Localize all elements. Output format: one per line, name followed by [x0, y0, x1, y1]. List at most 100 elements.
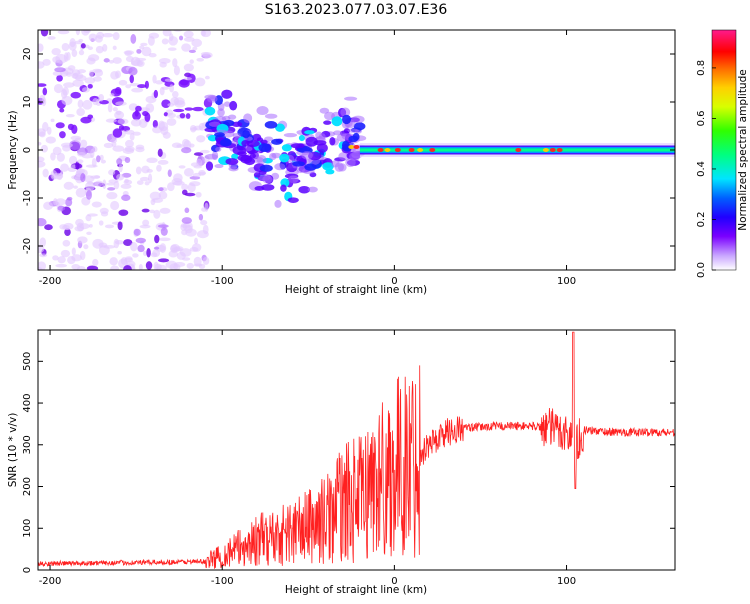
spectrogram-noise-blob [123, 179, 133, 185]
snr-x-tick-label: 0 [391, 576, 397, 587]
carrier-hotspot [417, 148, 424, 152]
spectrogram-noise-blob [75, 161, 80, 170]
carrier-hotspot [556, 148, 563, 152]
spectrogram-noise-blob [170, 97, 180, 106]
spectrogram-noise-blob [98, 220, 104, 226]
spectrogram-echo-blob [281, 144, 292, 152]
spectrogram-noise-blob [40, 144, 48, 153]
spectrogram-noise-blob [158, 187, 164, 192]
spectrogram-noise-blob [135, 237, 146, 244]
spectrogram-noise-blob [136, 60, 145, 67]
spectrogram-noise-blob [76, 108, 85, 116]
spectrogram-noise-blob [106, 182, 115, 186]
spectrogram-noise-blob [193, 165, 203, 169]
spectrogram-noise-blob [129, 74, 134, 84]
spectrogram-noise-blob [42, 58, 51, 66]
spectrogram-noise-blob [167, 112, 177, 119]
spectrogram-noise-blob [38, 43, 44, 53]
spectrogram-echo-blob [283, 133, 298, 138]
spectrogram-noise-blob [125, 84, 132, 89]
spectrogram-noise-blob [80, 172, 86, 183]
spectrogram-noise-blob [135, 105, 142, 112]
spectrogram-y-ticks: -20 -10 0 10 20 [22, 48, 675, 254]
spectrogram-echo-blob [296, 164, 306, 174]
spectrogram-noise-blob [59, 131, 66, 139]
spectrogram-x-tick-label: -100 [211, 276, 234, 287]
spectrogram-noise-blob [60, 249, 71, 258]
spectrogram-noise-blob [84, 44, 90, 49]
spectrogram-noise-blob [139, 224, 151, 229]
spectrogram-noise-blob [141, 208, 150, 213]
spectrogram-noise-blob [115, 110, 122, 116]
spectrogram-noise-blob [136, 48, 142, 54]
spectrogram-noise-blob [94, 35, 103, 43]
snr-background [38, 330, 675, 570]
spectrogram-echo-blob [207, 134, 218, 142]
spectrogram-echo-blob [262, 175, 273, 184]
carrier-hotspot [549, 148, 556, 152]
spectrogram-x-ticks: -200 -100 0 100 [39, 30, 576, 287]
spectrogram-noise-blob [181, 147, 192, 154]
spectrogram-noise-blob [135, 166, 142, 175]
spectrogram-y-tick-label: -10 [22, 190, 33, 206]
spectrogram-echo-blob [319, 107, 330, 114]
spectrogram-noise-blob [202, 52, 213, 59]
spectrogram-noise-blob [123, 239, 133, 247]
snr-y-tick-label: 200 [22, 477, 33, 496]
spectrogram-noise-blob [76, 159, 84, 164]
spectrogram-echo-blob [258, 143, 272, 153]
spectrogram-noise-blob [154, 263, 162, 270]
spectrogram-noise-blob [91, 201, 102, 208]
spectrogram-noise-blob [173, 65, 180, 76]
spectrogram-echo-blob [290, 143, 305, 149]
spectrogram-echo-blob [345, 158, 356, 168]
spectrogram-noise-blob [147, 173, 153, 184]
spectrogram-noise-blob [38, 83, 47, 87]
spectrogram-noise-blob [191, 243, 202, 252]
spectrogram-noise-blob [185, 113, 191, 119]
spectrogram-echo-blob [256, 155, 267, 165]
spectrogram-noise-blob [38, 156, 45, 162]
spectrogram-noise-blob [154, 234, 160, 244]
spectrogram-echo-blob [274, 163, 286, 171]
spectrogram-noise-blob [192, 46, 198, 51]
spectrogram-echo-blob [352, 132, 360, 141]
spectrogram-noise-blob [55, 122, 65, 129]
spectrogram-noise-blob [75, 30, 81, 36]
spectrogram-echo-blob [307, 186, 318, 193]
colorbar-tick-label: 0.8 [696, 60, 707, 76]
spectrogram-noise-blob [172, 58, 178, 68]
spectrogram-noise-blob [129, 82, 140, 87]
spectrogram-echo-blob [256, 106, 269, 116]
spectrogram-noise-blob [105, 118, 117, 123]
spectrogram-noise-blob [157, 148, 163, 158]
spectrogram-noise-blob [68, 41, 77, 51]
spectrogram-echo-blob [305, 136, 318, 147]
spectrogram-noise-blob [118, 79, 128, 86]
spectrogram-noise-blob [159, 86, 165, 96]
spectrogram-noise-blob [200, 149, 210, 154]
spectrogram-noise-blob [135, 57, 147, 62]
spectrogram-noise-blob [103, 58, 110, 63]
spectrogram-noise-blob [98, 93, 105, 102]
spectrogram-noise-blob [73, 185, 78, 189]
spectrogram-noise-blob [62, 86, 69, 96]
spectrogram-noise-blob [169, 84, 175, 93]
spectrogram-noise-blob [171, 90, 179, 98]
spectrogram-echo-blob [353, 122, 366, 131]
spectrogram-noise-blob [106, 191, 118, 200]
spectrogram-noise-blob [112, 45, 117, 51]
spectrogram-noise-blob [63, 181, 74, 190]
spectrogram-echo-blob [264, 121, 278, 129]
spectrogram-noise-blob [99, 154, 104, 161]
spectrogram-noise-blob [87, 83, 93, 89]
spectrogram-noise-blob [50, 118, 55, 123]
spectrogram-noise-blob [57, 205, 66, 211]
spectrogram-noise-blob [141, 46, 152, 57]
spectrogram-echo-blob [274, 199, 282, 208]
spectrogram-echo-blob [287, 197, 299, 204]
spectrogram-noise-blob [132, 111, 141, 121]
snr-series-line [38, 331, 675, 569]
spectrogram-noise-blob [158, 58, 171, 64]
